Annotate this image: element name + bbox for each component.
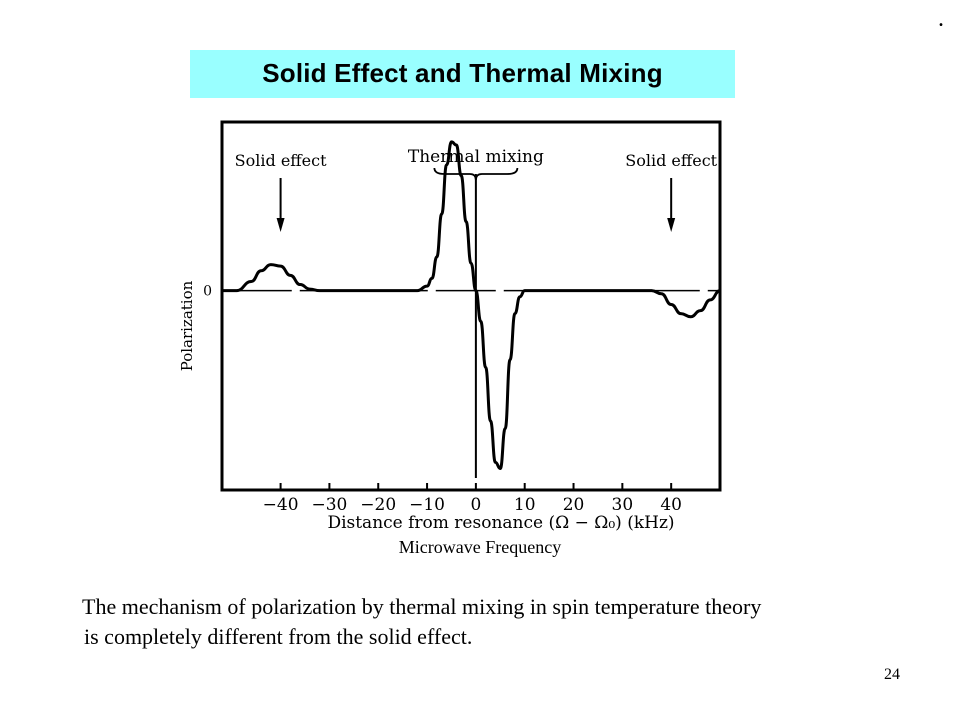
x-tick-label: 0 xyxy=(470,495,481,515)
page-number: 24 xyxy=(884,666,900,683)
y-axis-label: Polarization xyxy=(178,280,196,371)
title-bar: Solid Effect and Thermal Mixing xyxy=(190,50,735,98)
x-tick-label: 10 xyxy=(514,495,536,515)
x-tick-label: 20 xyxy=(563,495,585,515)
annotation-solid-effect-left: Solid effect xyxy=(235,151,327,170)
polarization-curve xyxy=(221,140,721,471)
figure-caption: Microwave Frequency xyxy=(398,537,562,557)
x-tick-label: 40 xyxy=(660,495,682,515)
x-axis-label: Distance from resonance (Ω − Ω₀) (kHz) xyxy=(327,513,674,533)
y-tick-label: 0 xyxy=(203,284,212,300)
x-tick-label: −20 xyxy=(360,495,396,515)
arrow-head-right xyxy=(667,218,676,232)
annotation-solid-effect-right: Solid effect xyxy=(625,151,717,170)
slide-title: Solid Effect and Thermal Mixing xyxy=(262,58,663,88)
description-line-2: is completely different from the solid e… xyxy=(84,624,473,649)
x-tick-label: 30 xyxy=(612,495,634,515)
description: The mechanism of polarization by thermal… xyxy=(82,592,942,652)
annotation-thermal-mixing: Thermal mixing xyxy=(408,147,544,167)
thermal-mixing-brace xyxy=(433,167,519,181)
x-tick-label: −10 xyxy=(409,495,445,515)
description-line-1: The mechanism of polarization by thermal… xyxy=(82,594,762,619)
plot-frame xyxy=(220,120,722,492)
x-tick-label: −30 xyxy=(311,495,347,515)
corner-mark: . xyxy=(938,6,944,32)
x-tick-label: −40 xyxy=(263,495,299,515)
chart-figure: −40 −30 −20 −10 0 10 20 30 40 0 Distance from reso… xyxy=(140,98,788,534)
arrow-head-left xyxy=(276,218,285,232)
